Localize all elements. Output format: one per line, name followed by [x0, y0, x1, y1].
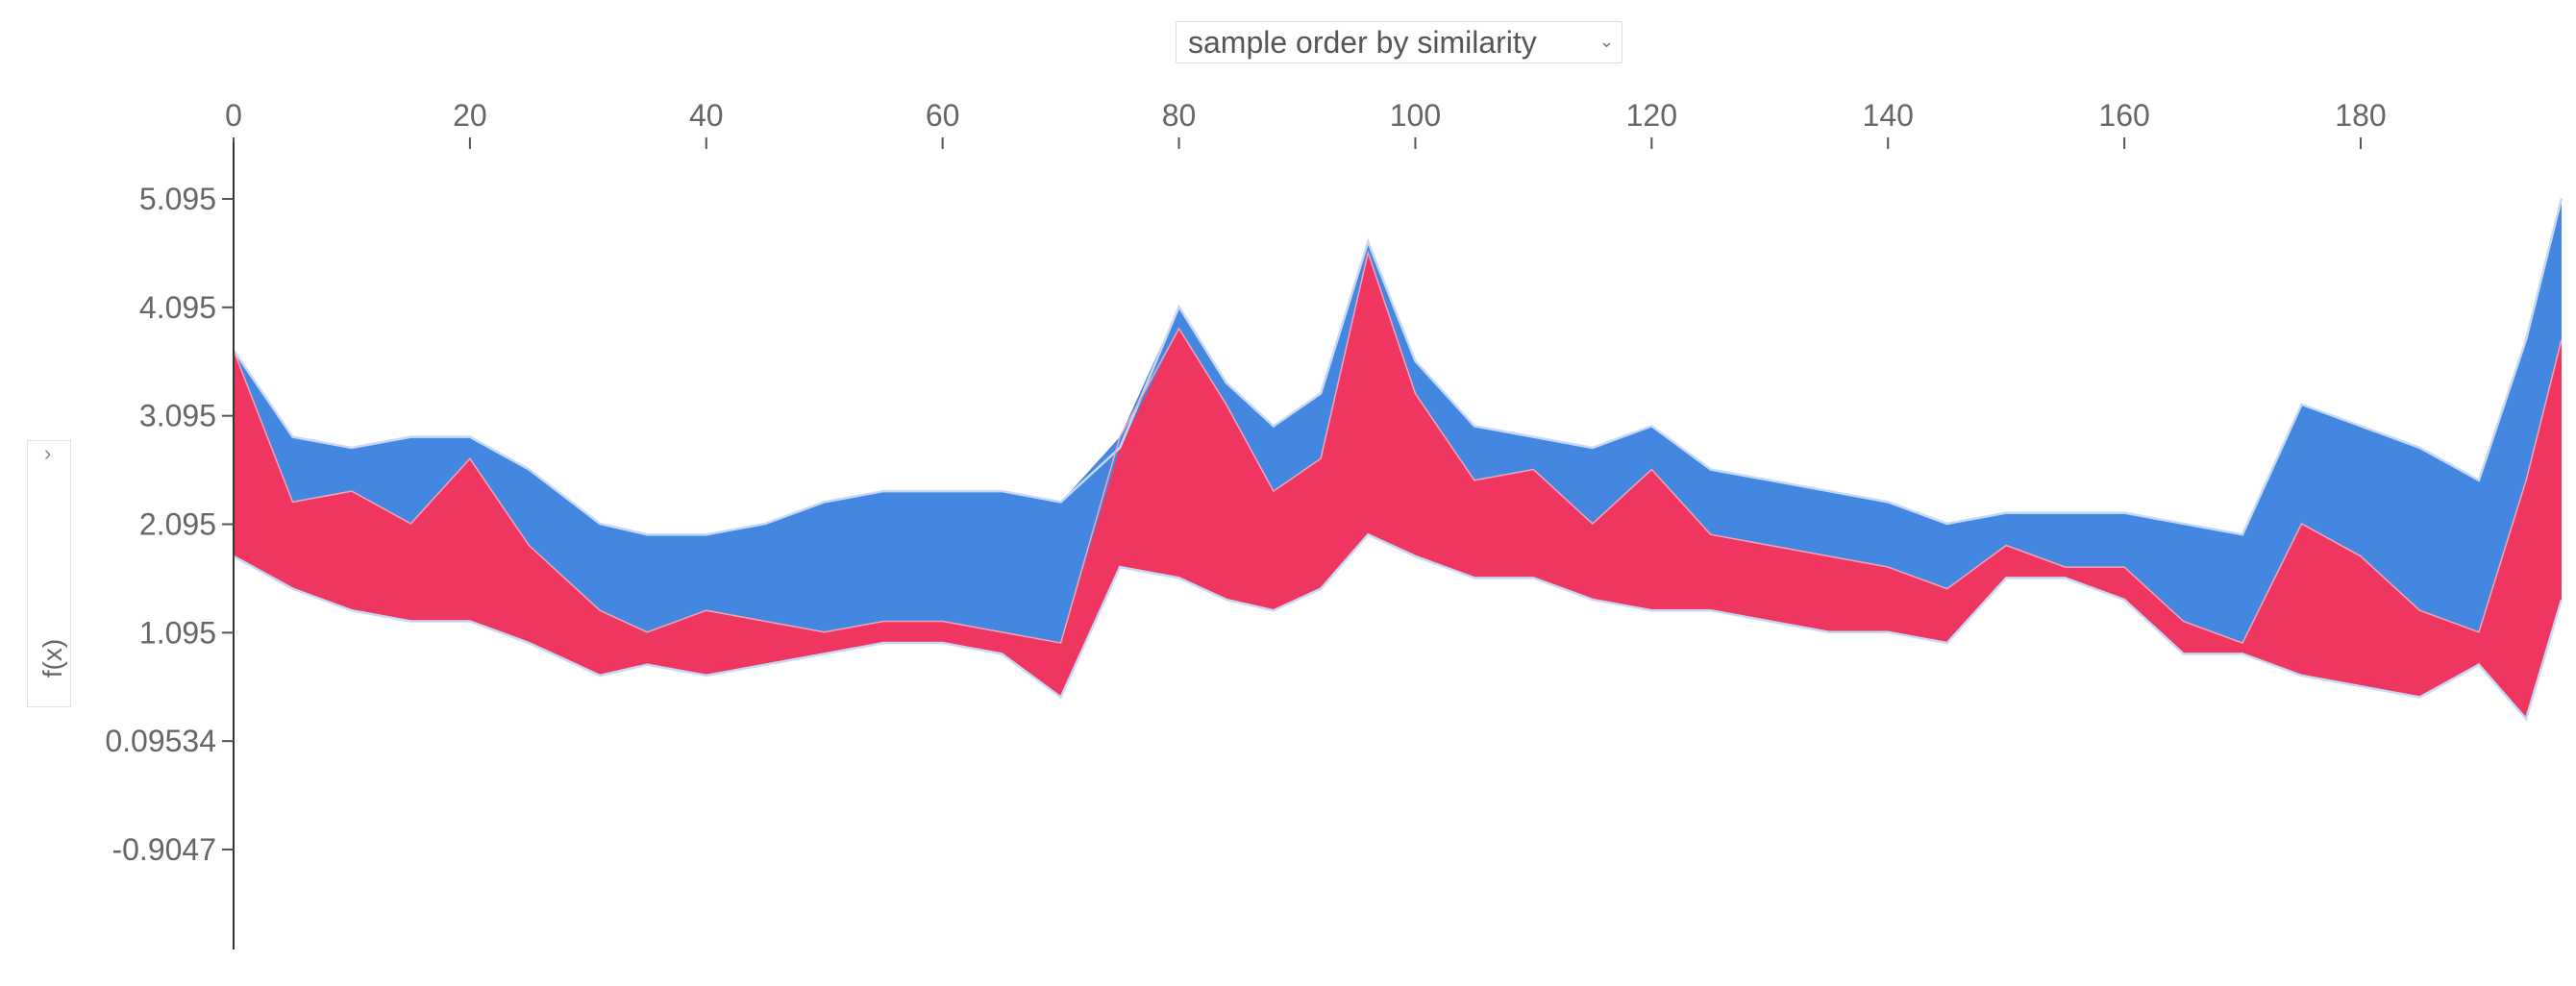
x-tick-label: 60 [926, 98, 960, 133]
y-tick-label: 5.095 [139, 182, 216, 216]
x-tick-label: 20 [453, 98, 487, 133]
x-tick-label: 160 [2098, 98, 2149, 133]
output-value-line [232, 198, 2564, 536]
x-tick-label: 100 [1390, 98, 1441, 133]
y-tick-label: 1.095 [139, 615, 216, 650]
x-tick-label: 140 [1863, 98, 1914, 133]
x-tick-label: 120 [1626, 98, 1677, 133]
x-tick-label: 0 [225, 98, 242, 133]
sample-order-select-label: sample order by similarity [1188, 24, 1537, 60]
feature-boundary-line [233, 250, 2563, 644]
x-axis: 0 20 40 60 80 100 120 140 160 180 [225, 98, 2387, 149]
x-tick-label: 40 [689, 98, 724, 133]
chart-areas [232, 198, 2564, 722]
y-tick-label: 3.095 [139, 399, 216, 433]
x-tick-label: 180 [2335, 98, 2386, 133]
chevron-right-icon: › [44, 441, 52, 465]
sample-order-select[interactable]: sample order by similarity ⌄ [1176, 21, 1622, 63]
base-boundary-line [233, 532, 2564, 722]
y-axis-selector-toggle[interactable]: › f(x) [27, 440, 71, 707]
y-axis: 5.095 4.095 3.095 2.095 1.095 0.09534 -0.9047 [105, 142, 235, 949]
y-tick-label: -0.9047 [111, 832, 216, 867]
y-tick-label: 0.09534 [105, 724, 216, 758]
x-tick-label: 80 [1162, 98, 1197, 133]
y-tick-label: 4.095 [139, 290, 216, 325]
positive-effect-area [234, 252, 2562, 720]
negative-effect-area [234, 198, 2562, 644]
y-tick-label: 2.095 [139, 506, 216, 541]
chevron-down-icon: ⌄ [1598, 32, 1614, 51]
